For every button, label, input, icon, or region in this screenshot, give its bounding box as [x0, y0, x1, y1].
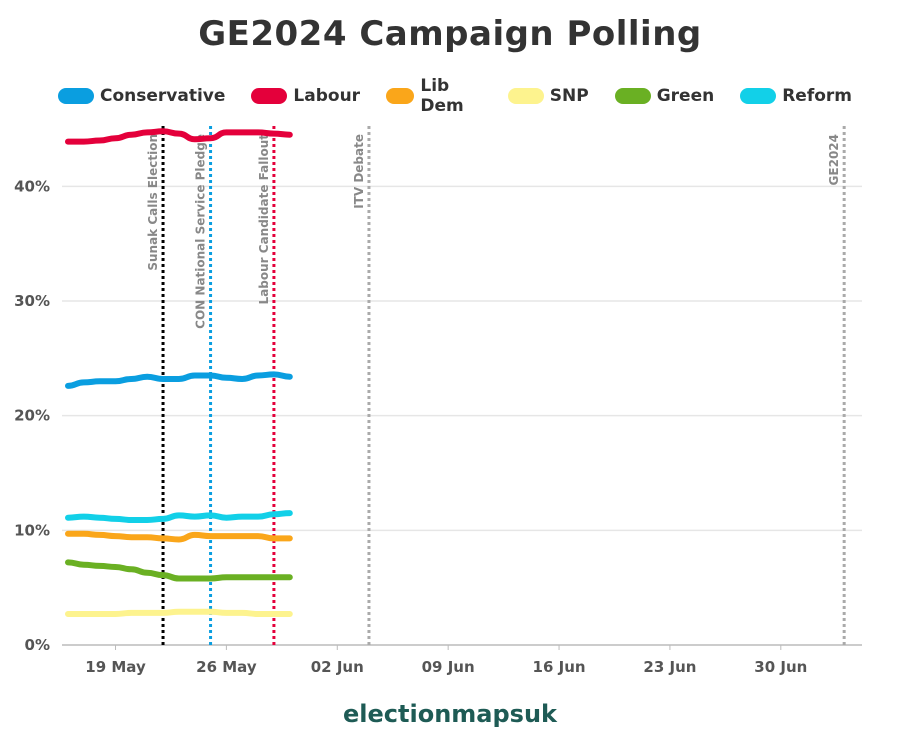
event-label: Labour Candidate Fallout [257, 134, 271, 305]
legend-swatch [740, 88, 777, 104]
x-tick-label: 09 Jun [422, 658, 475, 676]
legend-label: Reform [782, 86, 852, 106]
brand-logo-text: electionmapsuk [343, 700, 557, 728]
event-label: ITV Debate [352, 134, 366, 209]
legend-item-labour: Labour [251, 86, 360, 106]
legend: Conservative Labour Lib Dem SNP Green Reform [58, 76, 878, 116]
event-label: Sunak Calls Election [146, 134, 160, 271]
series-line-lib-dem [65, 530, 293, 543]
x-tick-label: 23 Jun [643, 658, 696, 676]
legend-swatch [614, 88, 651, 104]
y-tick-label: 40% [14, 177, 50, 195]
y-tick-label: 10% [14, 521, 50, 539]
series-line-conservative [65, 371, 293, 389]
legend-item-lib-dem: Lib Dem [386, 76, 482, 116]
legend-swatch [251, 88, 288, 104]
x-tick-label: 19 May [85, 658, 146, 676]
x-tick-label: 30 Jun [754, 658, 807, 676]
y-tick-label: 20% [14, 407, 50, 425]
series-line-snp [65, 608, 293, 618]
legend-item-conservative: Conservative [58, 86, 225, 106]
legend-label: Lib Dem [420, 76, 464, 116]
x-tick-label: 02 Jun [311, 658, 364, 676]
legend-swatch [58, 88, 94, 104]
legend-item-snp: SNP [507, 86, 589, 106]
legend-swatch [507, 88, 544, 104]
series-line-green [65, 559, 293, 582]
x-tick-label: 26 May [196, 658, 257, 676]
y-tick-label: 30% [14, 292, 50, 310]
series-line-labour [65, 128, 293, 145]
legend-label: Green [656, 86, 715, 106]
legend-swatch [386, 88, 415, 104]
event-label: CON National Service Pledge [194, 134, 208, 329]
chart-title: GE2024 Campaign Polling [198, 14, 702, 54]
legend-item-reform: Reform [740, 86, 852, 106]
legend-label: SNP [549, 86, 589, 106]
event-label: GE2024 [827, 134, 841, 185]
legend-item-green: Green [614, 86, 715, 106]
chart-plot: 0% 10% 20% 30% 40% 19 May 26 May 02 Jun 09 Jun 16… [14, 126, 862, 676]
series-line-reform [65, 510, 293, 523]
legend-label: Conservative [100, 86, 226, 106]
y-tick-label: 0% [25, 636, 50, 654]
legend-label: Labour [293, 86, 361, 106]
x-tick-label: 16 Jun [533, 658, 586, 676]
